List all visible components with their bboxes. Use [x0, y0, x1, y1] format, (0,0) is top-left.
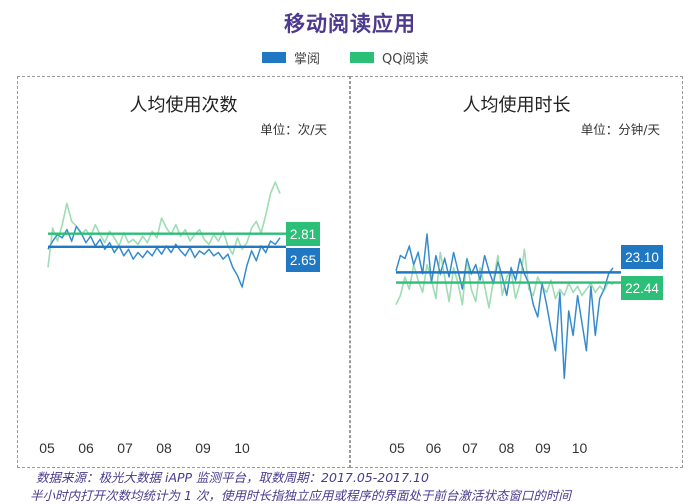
avg-value-label: 22.44 [625, 281, 659, 296]
x-tick-label: 09 [195, 440, 211, 456]
avg-value-label: 23.10 [625, 250, 659, 265]
avg-badge-qq [286, 222, 320, 246]
legend-label-zhangyue: 掌阅 [294, 52, 321, 67]
chart-usage-duration-svg: 23.10 22.44 05 06 07 08 09 10 [389, 233, 663, 456]
legend-item-qq: QQ阅读 [350, 48, 428, 67]
source-note: 数据来源：极光大数据 iAPP 监测平台，取数周期：2017.05-2017.1… [36, 470, 429, 485]
x-tick-label: 08 [156, 440, 172, 456]
x-tick-label: 07 [462, 440, 478, 456]
x-tick-label: 07 [117, 440, 133, 456]
chart-panel-usage-duration: 人均使用时长 单位：分钟/天 23.10 22.44 05 06 07 08 09 10 [350, 76, 683, 468]
page-title: 移动阅读应用 [284, 12, 416, 36]
x-tick-label: 05 [39, 440, 55, 456]
chart-unit: 单位：次/天 [260, 122, 327, 137]
avg-badge-zhangyue [621, 245, 663, 269]
chart-usage-count-svg: 2.81 2.65 05 06 07 08 09 10 [39, 181, 320, 456]
avg-value-label: 2.65 [290, 253, 316, 268]
legend-label-qq: QQ阅读 [382, 52, 429, 67]
chart-unit: 单位：分钟/天 [580, 122, 660, 137]
avg-badge-zhangyue [286, 248, 320, 272]
x-tick-label: 08 [499, 440, 515, 456]
chart-title: 人均使用次数 [129, 95, 238, 116]
legend-swatch-qq [350, 52, 374, 63]
legend-item-zhangyue: 掌阅 [262, 48, 320, 67]
legend: 掌阅 QQ阅读 [0, 48, 700, 68]
chart-title: 人均使用时长 [462, 95, 571, 116]
definition-note: 半小时内打开次数均统计为 1 次，使用时长指独立应用或程序的界面处于前台激活状态… [30, 488, 571, 503]
avg-value-label: 2.81 [290, 227, 316, 242]
x-tick-label: 10 [572, 440, 588, 456]
x-tick-label: 10 [234, 440, 250, 456]
x-tick-label: 05 [389, 440, 405, 456]
x-tick-label: 06 [78, 440, 94, 456]
series-line-qq [47, 181, 281, 268]
series-line-zhangyue-dark [395, 233, 614, 379]
x-tick-label: 06 [426, 440, 442, 456]
x-tick-label: 09 [535, 440, 551, 456]
avg-badge-qq [621, 276, 663, 300]
chart-panel-usage-count: 人均使用次数 单位：次/天 2.81 2.65 05 06 07 08 09 10 [17, 76, 350, 468]
legend-swatch-zhangyue [262, 52, 286, 63]
series-line-zhangyue-dark [47, 225, 281, 289]
